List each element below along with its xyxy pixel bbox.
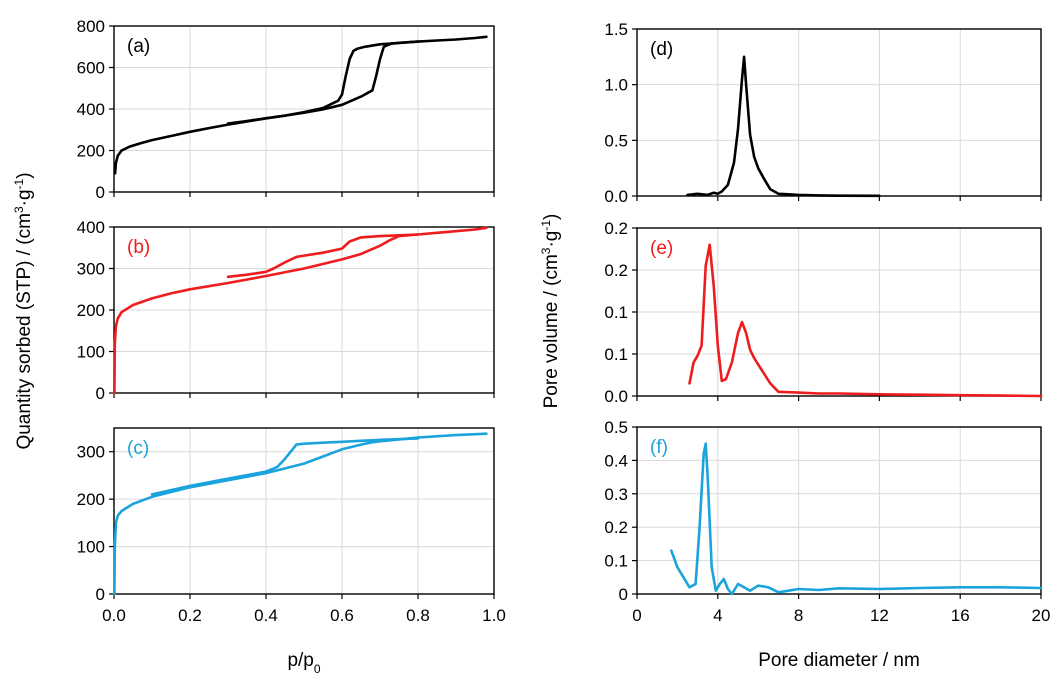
y-tick-label: 400 <box>77 218 105 237</box>
y-tick-label: 0.4 <box>604 451 628 470</box>
panel-label-b: (b) <box>127 237 150 258</box>
y-tick-label: 800 <box>77 17 105 36</box>
y-tick-label: 0 <box>96 384 105 403</box>
y-tick-label: 0.5 <box>604 131 628 150</box>
plot-frame <box>636 426 1042 595</box>
panel-label-c: (c) <box>127 438 149 459</box>
x-tick-label: 12 <box>870 606 889 625</box>
y-tick-label: 600 <box>77 59 105 78</box>
x-tick-label: 4 <box>713 606 722 625</box>
y-tick-label: 200 <box>77 490 105 509</box>
y-tick-label: 0.2 <box>604 518 628 537</box>
y-tick-label: 0 <box>96 585 105 604</box>
panel-a: 0 200 400 600 800 (a) <box>77 17 495 202</box>
left-x-axis-title: p/p0 <box>287 650 320 676</box>
plot-frame <box>113 427 495 595</box>
y-tick-label: 100 <box>77 343 105 362</box>
y-tick-label: 0.2 <box>604 219 628 238</box>
plot-frame <box>636 28 1042 197</box>
x-tick-label: 0.2 <box>178 606 202 625</box>
y-tick-label: 0.0 <box>604 387 628 406</box>
series-line-b-1 <box>226 233 420 279</box>
y-tick-label: 0.1 <box>604 552 628 571</box>
y-tick-label: 0.5 <box>604 418 628 437</box>
series-line-a-1 <box>226 40 420 125</box>
y-tick-label: 200 <box>77 142 105 161</box>
x-tick-label: 0.4 <box>254 606 278 625</box>
y-tick-label: 0.1 <box>604 345 628 364</box>
panel-e: 0.0 0.1 0.1 0.2 0.2 (e) <box>604 219 1043 406</box>
panel-d: 0.0 0.5 1.0 1.5 (d) <box>604 20 1042 206</box>
y-tick-label: 300 <box>77 443 105 462</box>
y-tick-label: 0.0 <box>604 187 628 206</box>
y-tick-label: 1.5 <box>604 20 628 39</box>
panel-b: 0 100 200 300 400 (b) <box>77 218 495 403</box>
x-tick-label: 16 <box>951 606 970 625</box>
x-tick-label: 1.0 <box>482 606 506 625</box>
y-tick-label: 0.3 <box>604 485 628 504</box>
y-tick-label: 400 <box>77 100 105 119</box>
x-tick-label: 8 <box>794 606 803 625</box>
panel-label-f: (f) <box>650 437 668 458</box>
series-line-a-0 <box>113 35 488 175</box>
panel-label-a: (a) <box>127 36 150 57</box>
y-tick-label: 0 <box>619 585 628 604</box>
panel-f: 0 0.1 0.2 0.3 0.4 0.5 0 4 8 12 16 20 (f) <box>604 418 1050 625</box>
series-line-c-1 <box>150 437 420 496</box>
panel-label-e: (e) <box>650 238 673 259</box>
panel-label-d: (d) <box>650 39 673 60</box>
x-tick-label: 20 <box>1032 606 1051 625</box>
x-tick-label: 0.0 <box>102 606 126 625</box>
left-y-axis-title: Quantity sorbed (STP) / (cm3·g-1) <box>12 172 35 449</box>
y-tick-label: 1.0 <box>604 76 628 95</box>
y-tick-label: 200 <box>77 301 105 320</box>
y-tick-label: 0.2 <box>604 261 628 280</box>
y-tick-label: 100 <box>77 538 105 557</box>
x-tick-label: 0.8 <box>406 606 430 625</box>
y-tick-label: 0.1 <box>604 303 628 322</box>
series-line-c-0 <box>113 432 488 596</box>
series-line-e-0 <box>688 243 1043 398</box>
x-tick-label: 0.6 <box>330 606 354 625</box>
panel-c: 0 100 200 300 0.0 0.2 0.4 0.6 0.8 1.0 (c) <box>77 427 506 625</box>
right-y-axis-title: Pore volume / (cm3·g-1) <box>539 214 562 409</box>
series-line-d-0 <box>686 55 881 198</box>
series-line-b-0 <box>113 226 488 395</box>
y-tick-label: 300 <box>77 260 105 279</box>
right-x-axis-title: Pore diameter / nm <box>758 650 920 671</box>
series-line-f-0 <box>670 442 1043 596</box>
y-tick-label: 0 <box>96 183 105 202</box>
x-tick-label: 0 <box>632 606 641 625</box>
